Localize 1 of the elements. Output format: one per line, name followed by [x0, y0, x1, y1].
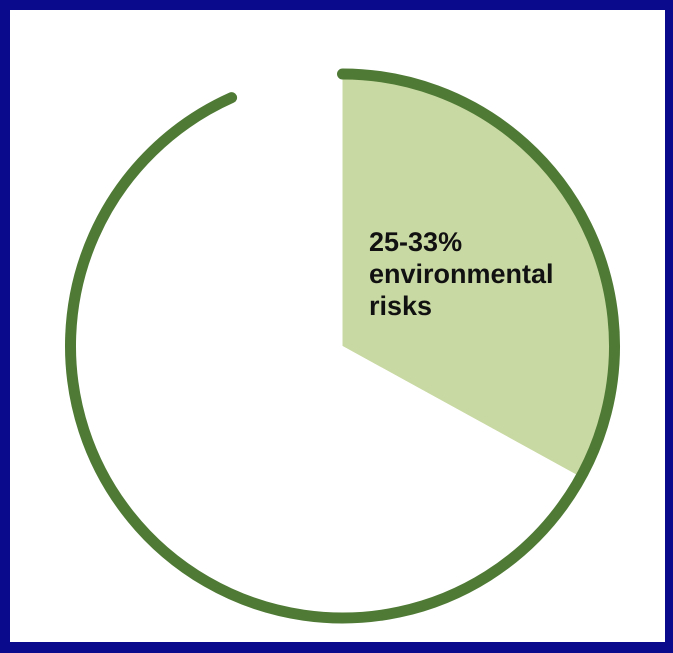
slice-label: 25-33% environmental risks: [369, 227, 554, 322]
